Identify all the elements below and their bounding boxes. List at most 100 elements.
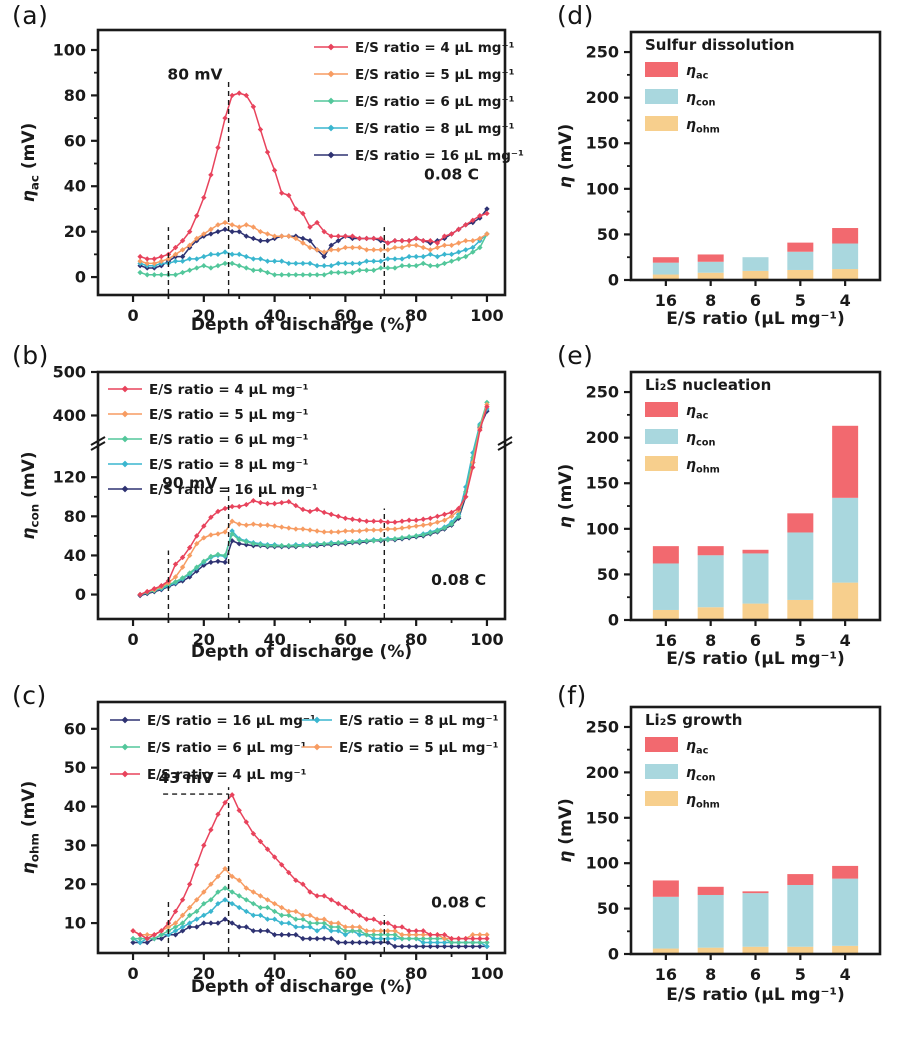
dashed-guides	[163, 787, 386, 952]
x-category-label: 16	[655, 631, 677, 650]
y-axis: 10 20 30 40 50 60 ηohm (mV)	[19, 719, 98, 933]
x-tick-label: 40	[263, 306, 285, 325]
dashed-guides	[167, 484, 386, 618]
x-category-label: 5	[795, 291, 806, 310]
bar-4-ohm	[832, 582, 859, 620]
legend-label: E/S ratio = 16 μL mg⁻¹	[355, 148, 524, 164]
plot-frame	[629, 30, 882, 282]
bar-8-ohm	[697, 607, 724, 620]
x-tick-label: 0	[127, 964, 138, 983]
plot-frame	[629, 705, 882, 956]
legend: Li₂S growth ηac ηcon ηohm	[645, 711, 742, 811]
x-tick-label: 100	[470, 630, 503, 649]
legend-label-con: ηcon	[686, 430, 716, 449]
legend-sample-marker	[327, 43, 335, 51]
series-markers-E/S ratio = 4 μL mg⁻¹	[130, 792, 490, 942]
panel-label-e: (e)	[557, 341, 594, 370]
legend-label-ohm: ηohm	[686, 117, 720, 136]
series-markers-E/S ratio = 16 μL mg⁻¹	[137, 206, 490, 271]
legend-label: E/S ratio = 16 μL mg⁻¹	[147, 713, 316, 729]
line-chart-c: 0 20 40 60 80 100 Depth of discharge (%) 10 20 30…	[19, 713, 504, 997]
y-tick-label: 40	[64, 797, 86, 816]
line-chart-b: 0 20 40 60 80 100 Depth of discharge (%) 0 40 80 1…	[19, 363, 513, 662]
legend-swatch-ac	[645, 737, 678, 752]
x-category-label: 16	[655, 965, 677, 984]
x-tick-label: 0	[127, 306, 138, 325]
bar-8-ohm	[697, 272, 724, 280]
bar-chart-e: 16 8 6 5 4E/S ratio (μL mg⁻¹) 0 50 100 150 200 250…	[556, 376, 859, 669]
x-category-label: 6	[750, 631, 761, 650]
y-axis-title: η (mV)	[556, 464, 576, 528]
y-axis: 0 50 100 150 200 250 η (mV)	[556, 383, 631, 630]
series-group	[137, 399, 490, 599]
y-tick-label: 0	[608, 611, 619, 630]
annotation-0.08 C: 0.08 C	[431, 571, 486, 589]
plot-frame	[629, 370, 882, 622]
y-tick-label: 0	[75, 268, 86, 287]
chart-title: Li₂S growth	[645, 711, 742, 729]
bar-16-ac	[652, 257, 679, 263]
legend: E/S ratio = 4 μL mg⁻¹ E/S ratio = 5 μL mg…	[108, 382, 318, 498]
y-tick-label: 200	[586, 428, 619, 447]
bars-group	[652, 865, 859, 954]
panel-c: 0 20 40 60 80 100 Depth of discharge (%) 10 20 30…	[0, 682, 545, 1039]
y-tick-label: 150	[586, 808, 619, 827]
x-axis-title: E/S ratio (μL mg⁻¹)	[666, 985, 845, 1005]
x-tick-label: 60	[334, 306, 356, 325]
bars-group	[652, 425, 859, 620]
annotation-0.08 C: 0.08 C	[424, 165, 479, 183]
legend-label: E/S ratio = 6 μL mg⁻¹	[355, 94, 515, 110]
chart-d-canvas: 16 8 6 5 4E/S ratio (μL mg⁻¹) 0 50 100 150 200 250…	[556, 30, 882, 329]
y-tick-label: 500	[53, 363, 86, 382]
y-tick-label: 100	[586, 854, 619, 873]
legend-sample-marker	[121, 410, 129, 418]
series-markers-E/S ratio = 6 μL mg⁻¹	[137, 399, 490, 598]
x-category-label: 8	[705, 291, 716, 310]
legend-label-ac: ηac	[686, 63, 709, 82]
legend-label-ohm: ηohm	[686, 457, 720, 476]
bar-5-con	[787, 532, 814, 600]
plot-frame	[96, 370, 507, 621]
annotation-0.08 C: 0.08 C	[431, 894, 486, 912]
legend-sample-marker	[121, 770, 129, 778]
chart-a-canvas: 0 20 40 60 80 100 Depth of discharge (%) 0 20 40 6…	[19, 28, 524, 335]
y-tick-label: 250	[586, 383, 619, 402]
bar-16-ac	[652, 880, 679, 897]
y-axis: 0 50 100 150 200 250 η (mV)	[556, 43, 631, 290]
plot-frame	[96, 28, 507, 297]
panel-label-f: (f)	[557, 681, 587, 710]
y-axis: 0 40 80 120 400 500 ηcon (mV)	[19, 363, 98, 604]
bar-4-con	[832, 878, 859, 946]
legend-sample-marker	[121, 435, 129, 443]
bar-6-ohm	[742, 603, 769, 620]
bar-8-ac	[697, 546, 724, 556]
dashed-guides	[167, 81, 386, 294]
y-tick-label: 20	[64, 875, 86, 894]
legend-label: E/S ratio = 8 μL mg⁻¹	[339, 713, 499, 729]
legend-label: E/S ratio = 6 μL mg⁻¹	[147, 740, 307, 756]
series-line-E/S ratio = 6 μL mg⁻¹	[139, 233, 488, 276]
series-line-E/S ratio = 8 μL mg⁻¹	[139, 233, 488, 267]
bar-16-ohm	[652, 274, 679, 280]
bar-6-con	[742, 257, 769, 271]
y-axis: 0 50 100 150 200 250 η (mV)	[556, 717, 631, 964]
bar-4-con	[832, 497, 859, 583]
legend-sample-marker	[121, 385, 129, 393]
bar-5-con	[787, 884, 814, 947]
panel-a: 0 20 40 60 80 100 Depth of discharge (%) 0 20 40 6…	[0, 2, 545, 340]
bar-5-ohm	[787, 599, 814, 620]
y-tick-label: 50	[597, 899, 619, 918]
y-axis-title: η (mV)	[556, 798, 576, 862]
y-tick-label: 150	[586, 134, 619, 153]
panel-label-a: (a)	[12, 1, 49, 30]
x-category-label: 4	[840, 965, 851, 984]
bar-chart-d: 16 8 6 5 4E/S ratio (μL mg⁻¹) 0 50 100 150 200 250…	[556, 36, 859, 329]
y-tick-label: 20	[64, 222, 86, 241]
line-chart-a: 0 20 40 60 80 100 Depth of discharge (%) 0 20 40 6…	[19, 40, 524, 335]
bar-16-ohm	[652, 948, 679, 954]
series-group	[130, 792, 490, 950]
legend-swatch-ac	[645, 62, 678, 77]
legend: E/S ratio = 16 μL mg⁻¹ E/S ratio = 8 μL m…	[110, 713, 499, 783]
plot-frame	[96, 700, 507, 955]
chart-b-canvas: 0 20 40 60 80 100 Depth of discharge (%) 0 40 80 1…	[19, 363, 513, 662]
